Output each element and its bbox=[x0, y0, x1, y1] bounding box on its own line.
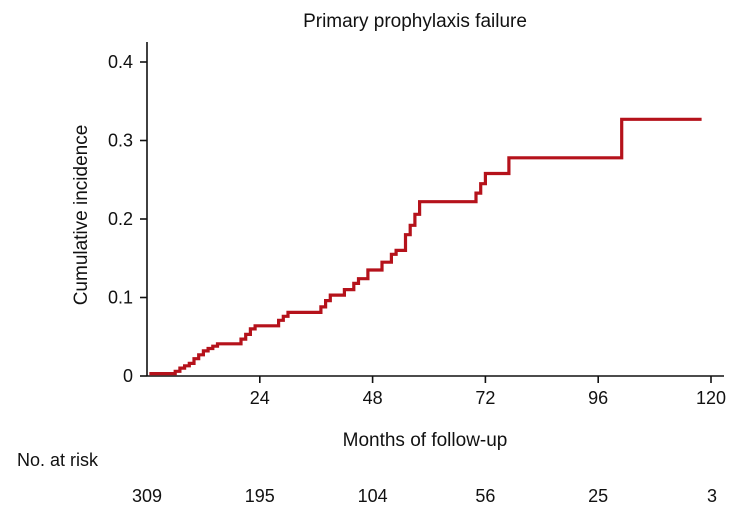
x-tick-label: 96 bbox=[588, 388, 608, 408]
y-ticks: 0 0.1 0.2 0.3 0.4 bbox=[108, 52, 147, 386]
y-tick-label: 0.4 bbox=[108, 52, 133, 72]
y-tick-label: 0.1 bbox=[108, 288, 133, 308]
x-tick-label: 48 bbox=[363, 388, 383, 408]
y-axis-title: Cumulative incidence bbox=[71, 125, 92, 306]
incidence-step-line bbox=[149, 117, 702, 376]
risk-value: 195 bbox=[245, 486, 275, 506]
x-ticks: 24 48 72 96 120 bbox=[250, 376, 726, 408]
plot-area: 0 0.1 0.2 0.3 0.4 24 48 72 96 120 bbox=[108, 42, 726, 408]
y-tick-label: 0.3 bbox=[108, 131, 133, 151]
risk-table-label: No. at risk bbox=[17, 450, 99, 470]
x-axis-title: Months of follow-up bbox=[343, 430, 508, 451]
x-tick-label: 24 bbox=[250, 388, 270, 408]
risk-table-values: 309 195 104 56 25 3 bbox=[132, 486, 717, 506]
risk-value: 309 bbox=[132, 486, 162, 506]
risk-value: 56 bbox=[475, 486, 495, 506]
x-tick-label: 72 bbox=[475, 388, 495, 408]
risk-value: 25 bbox=[588, 486, 608, 506]
chart-title: Primary prophylaxis failure bbox=[303, 11, 527, 32]
x-tick-label: 120 bbox=[696, 388, 726, 408]
y-tick-label: 0 bbox=[123, 366, 133, 386]
risk-value: 3 bbox=[707, 486, 717, 506]
y-tick-label: 0.2 bbox=[108, 209, 133, 229]
risk-value: 104 bbox=[358, 486, 388, 506]
